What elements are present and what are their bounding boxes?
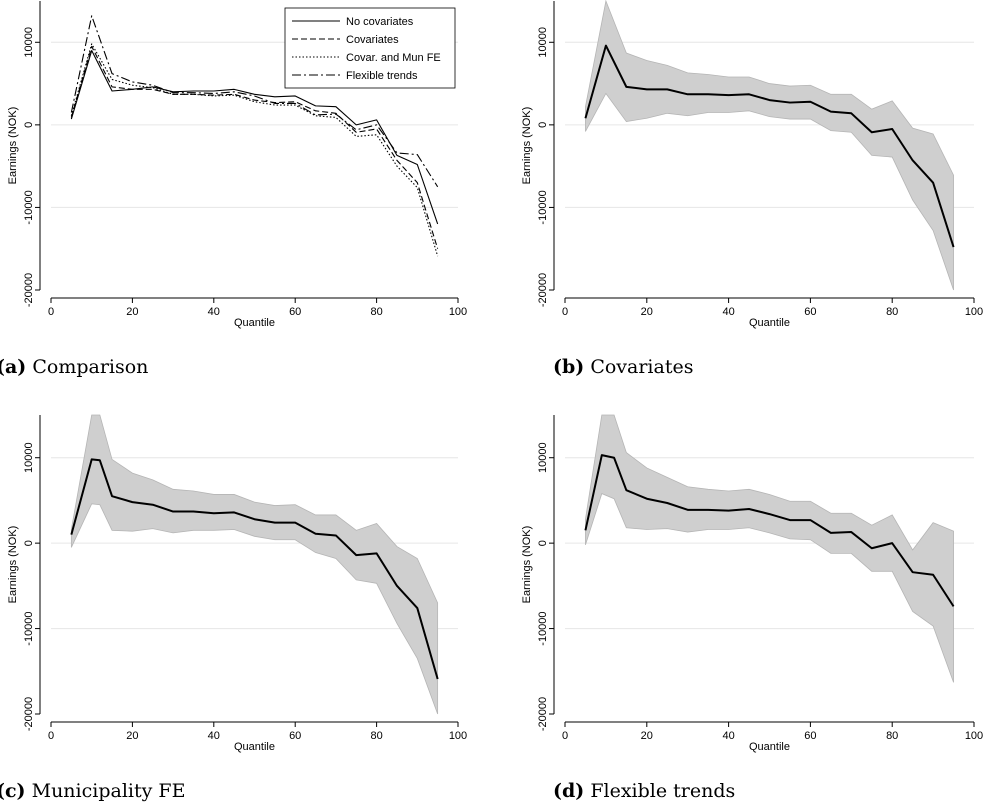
y-axis-label: Earnings (NOK): [7, 107, 19, 185]
x-tick-label: 40: [722, 306, 734, 318]
y-tick-label: -20000: [537, 273, 549, 307]
x-tick-label: 80: [886, 730, 898, 742]
y-tick-label: 10000: [23, 442, 35, 473]
chart-a: No covariates Covariates Covar. and Mun FE…: [7, 1, 467, 329]
x-tick-label: 100: [965, 730, 983, 742]
legend-label-4: Flexible trends: [346, 70, 418, 82]
confidence-band: [585, 0, 954, 291]
x-tick-label: 0: [48, 730, 54, 742]
estimate-line: [70, 458, 439, 680]
x-tick-label: 60: [289, 306, 301, 318]
confidence-band: [70, 414, 439, 715]
legend: No covariates Covariates Covar. and Mun FE…: [284, 7, 456, 89]
x-tick-label: 60: [804, 730, 816, 742]
x-tick-label: 20: [641, 730, 653, 742]
x-tick-label: 0: [562, 306, 568, 318]
estimate-line: [584, 454, 955, 607]
y-tick-label: -10000: [23, 611, 35, 645]
chart-d: -20000 -10000 0 10000 0 20 40 60 80 100 Quantile Ea…: [521, 414, 983, 753]
x-tick-label: 40: [722, 730, 734, 742]
x-tick-label: 80: [370, 306, 382, 318]
y-tick-label: 10000: [537, 442, 549, 473]
y-tick-label: 0: [537, 540, 549, 546]
x-axis-label: Quantile: [234, 741, 275, 753]
x-tick-label: 100: [965, 306, 983, 318]
legend-label-2: Covariates: [346, 34, 399, 46]
x-tick-label: 0: [48, 306, 54, 318]
x-tick-label: 0: [562, 730, 568, 742]
caption-d: (d) Flexible trends: [553, 780, 736, 802]
x-tick-label: 20: [126, 730, 138, 742]
caption-c: (c) Municipality FE: [0, 780, 186, 802]
x-tick-label: 80: [886, 306, 898, 318]
chart-c: -20000 -10000 0 10000 0 20 40 60 80 100 Quantile Ea…: [7, 414, 467, 753]
chart-b: -20000 -10000 0 10000 0 20 40 60 80 100 Quantile Ea…: [521, 0, 983, 329]
y-tick-label: -10000: [23, 190, 35, 224]
y-tick-label: -10000: [537, 190, 549, 224]
x-axis-label: Quantile: [749, 741, 790, 753]
x-tick-label: 80: [370, 730, 382, 742]
x-tick-label: 100: [449, 730, 467, 742]
caption-a: (a) Comparison: [0, 356, 149, 378]
legend-label-1: No covariates: [346, 16, 414, 28]
x-tick-label: 20: [126, 306, 138, 318]
caption-b: (b) Covariates: [553, 356, 694, 378]
y-tick-label: 0: [23, 122, 35, 128]
x-axis-label: Quantile: [234, 317, 275, 329]
series-line-2: [70, 45, 439, 249]
x-tick-label: 40: [208, 306, 220, 318]
y-axis-label: Earnings (NOK): [521, 107, 533, 185]
y-tick-label: 10000: [23, 27, 35, 58]
series-line-4: [70, 15, 439, 188]
y-tick-label: -20000: [23, 273, 35, 307]
y-tick-label: 0: [537, 122, 549, 128]
y-tick-label: 10000: [537, 27, 549, 58]
estimate-line: [584, 44, 955, 248]
series-line-3: [70, 43, 439, 257]
y-axis-label: Earnings (NOK): [7, 526, 19, 604]
x-tick-label: 20: [641, 306, 653, 318]
y-tick-label: 0: [23, 540, 35, 546]
y-tick-label: -10000: [537, 611, 549, 645]
confidence-band: [585, 414, 954, 683]
x-tick-label: 100: [449, 306, 467, 318]
x-tick-label: 60: [804, 306, 816, 318]
y-tick-label: -20000: [23, 697, 35, 731]
x-tick-label: 40: [208, 730, 220, 742]
x-tick-label: 60: [289, 730, 301, 742]
x-axis-label: Quantile: [749, 317, 790, 329]
y-tick-label: -20000: [537, 697, 549, 731]
y-axis-label: Earnings (NOK): [521, 526, 533, 604]
legend-label-3: Covar. and Mun FE: [346, 52, 441, 64]
